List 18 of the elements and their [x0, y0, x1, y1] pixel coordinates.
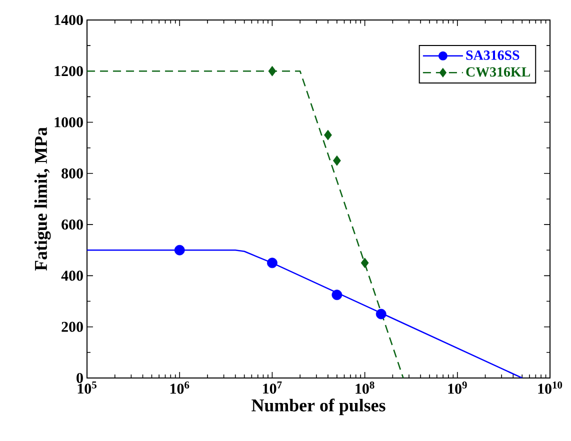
legend-label: CW316KL	[466, 67, 530, 77]
x-tick-label: 10$^{7}$	[263, 382, 282, 394]
x-tick-label: 10$^{9}$	[448, 382, 467, 394]
y-axis-title: Fatigue limit, MPa	[34, 127, 51, 271]
y-tick-label: 200	[62, 322, 83, 332]
y-tick-label: 400	[61, 270, 83, 281]
x-tick-label: 10$^{8}$	[356, 382, 374, 394]
y-tick-label: 1000	[54, 117, 83, 128]
x-tick-label: 10$^{6}$	[170, 382, 190, 394]
y-tick-label: 0	[76, 372, 83, 384]
y-tick-label: 1200	[54, 66, 83, 76]
y-tick-label: 600	[62, 220, 83, 230]
y-tick-label: 800	[62, 168, 83, 178]
x-axis-title: Number of pulses	[252, 398, 386, 416]
x-tick-label: 10$^{10}$	[538, 382, 562, 394]
x-tick-label: 10$^{5}$	[78, 382, 96, 394]
y-tick-label: 1400	[54, 14, 83, 26]
legend-label: SA316SS	[466, 50, 520, 60]
